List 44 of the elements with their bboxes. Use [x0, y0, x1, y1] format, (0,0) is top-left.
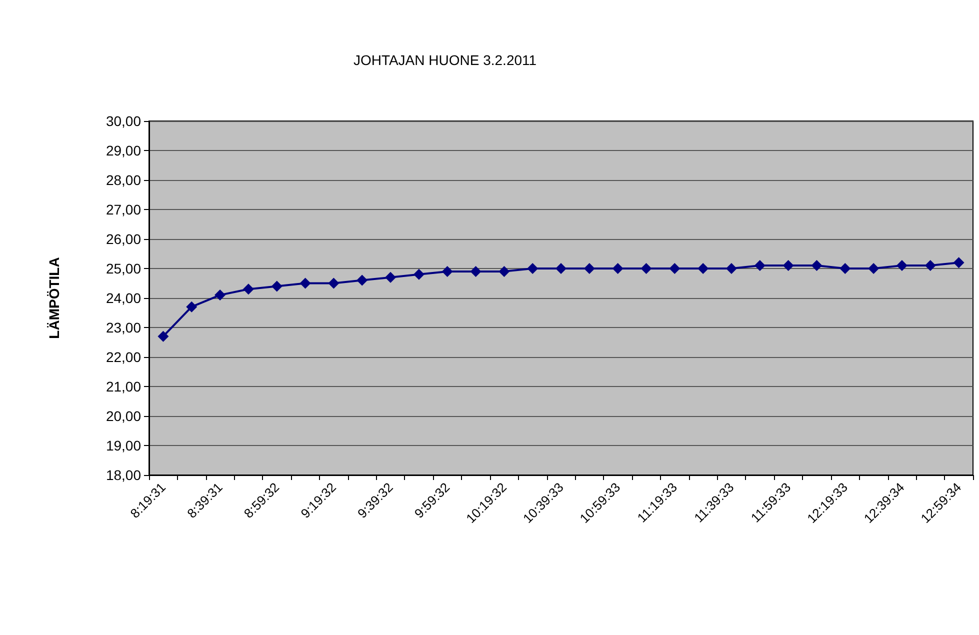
point	[214, 290, 226, 301]
point	[413, 268, 424, 280]
point	[442, 266, 453, 277]
y-tick-label: 19,00	[106, 438, 142, 454]
y-tick-label: 20,00	[106, 408, 142, 424]
point	[527, 263, 538, 274]
point	[356, 274, 368, 286]
point	[924, 260, 936, 272]
point	[669, 263, 680, 274]
point	[612, 263, 624, 274]
point	[385, 272, 396, 283]
y-tick-label: 28,00	[106, 172, 142, 188]
y-tick-label: 21,00	[106, 378, 142, 394]
y-tick-label: 30,00	[106, 113, 142, 129]
y-tick-label: 18,00	[106, 467, 142, 483]
point	[470, 266, 482, 277]
y-tick-label: 29,00	[106, 142, 142, 158]
point	[868, 263, 880, 274]
point	[726, 263, 737, 274]
point	[896, 260, 908, 272]
point	[811, 260, 822, 272]
y-tick-label: 26,00	[106, 231, 142, 247]
point	[640, 263, 652, 274]
point	[953, 257, 964, 268]
y-axis-title: LÄMPÖTILA	[46, 257, 62, 339]
point	[584, 263, 595, 274]
point	[754, 260, 766, 272]
y-tick-label: 23,00	[106, 320, 142, 336]
y-tick-label: 27,00	[106, 202, 142, 218]
point	[556, 263, 566, 274]
y-tick-label: 24,00	[106, 290, 142, 306]
y-tick-label: 22,00	[106, 349, 142, 365]
y-tick-label: 25,00	[106, 260, 142, 276]
point	[698, 263, 709, 274]
chart-title: JOHTAJAN HUONE 3.2.2011	[353, 52, 537, 68]
point	[158, 330, 169, 342]
point	[242, 284, 254, 295]
point	[300, 278, 311, 289]
point	[186, 301, 198, 312]
point	[782, 260, 794, 272]
point	[840, 263, 851, 274]
point	[271, 280, 282, 292]
point	[328, 278, 340, 289]
point	[498, 266, 510, 277]
